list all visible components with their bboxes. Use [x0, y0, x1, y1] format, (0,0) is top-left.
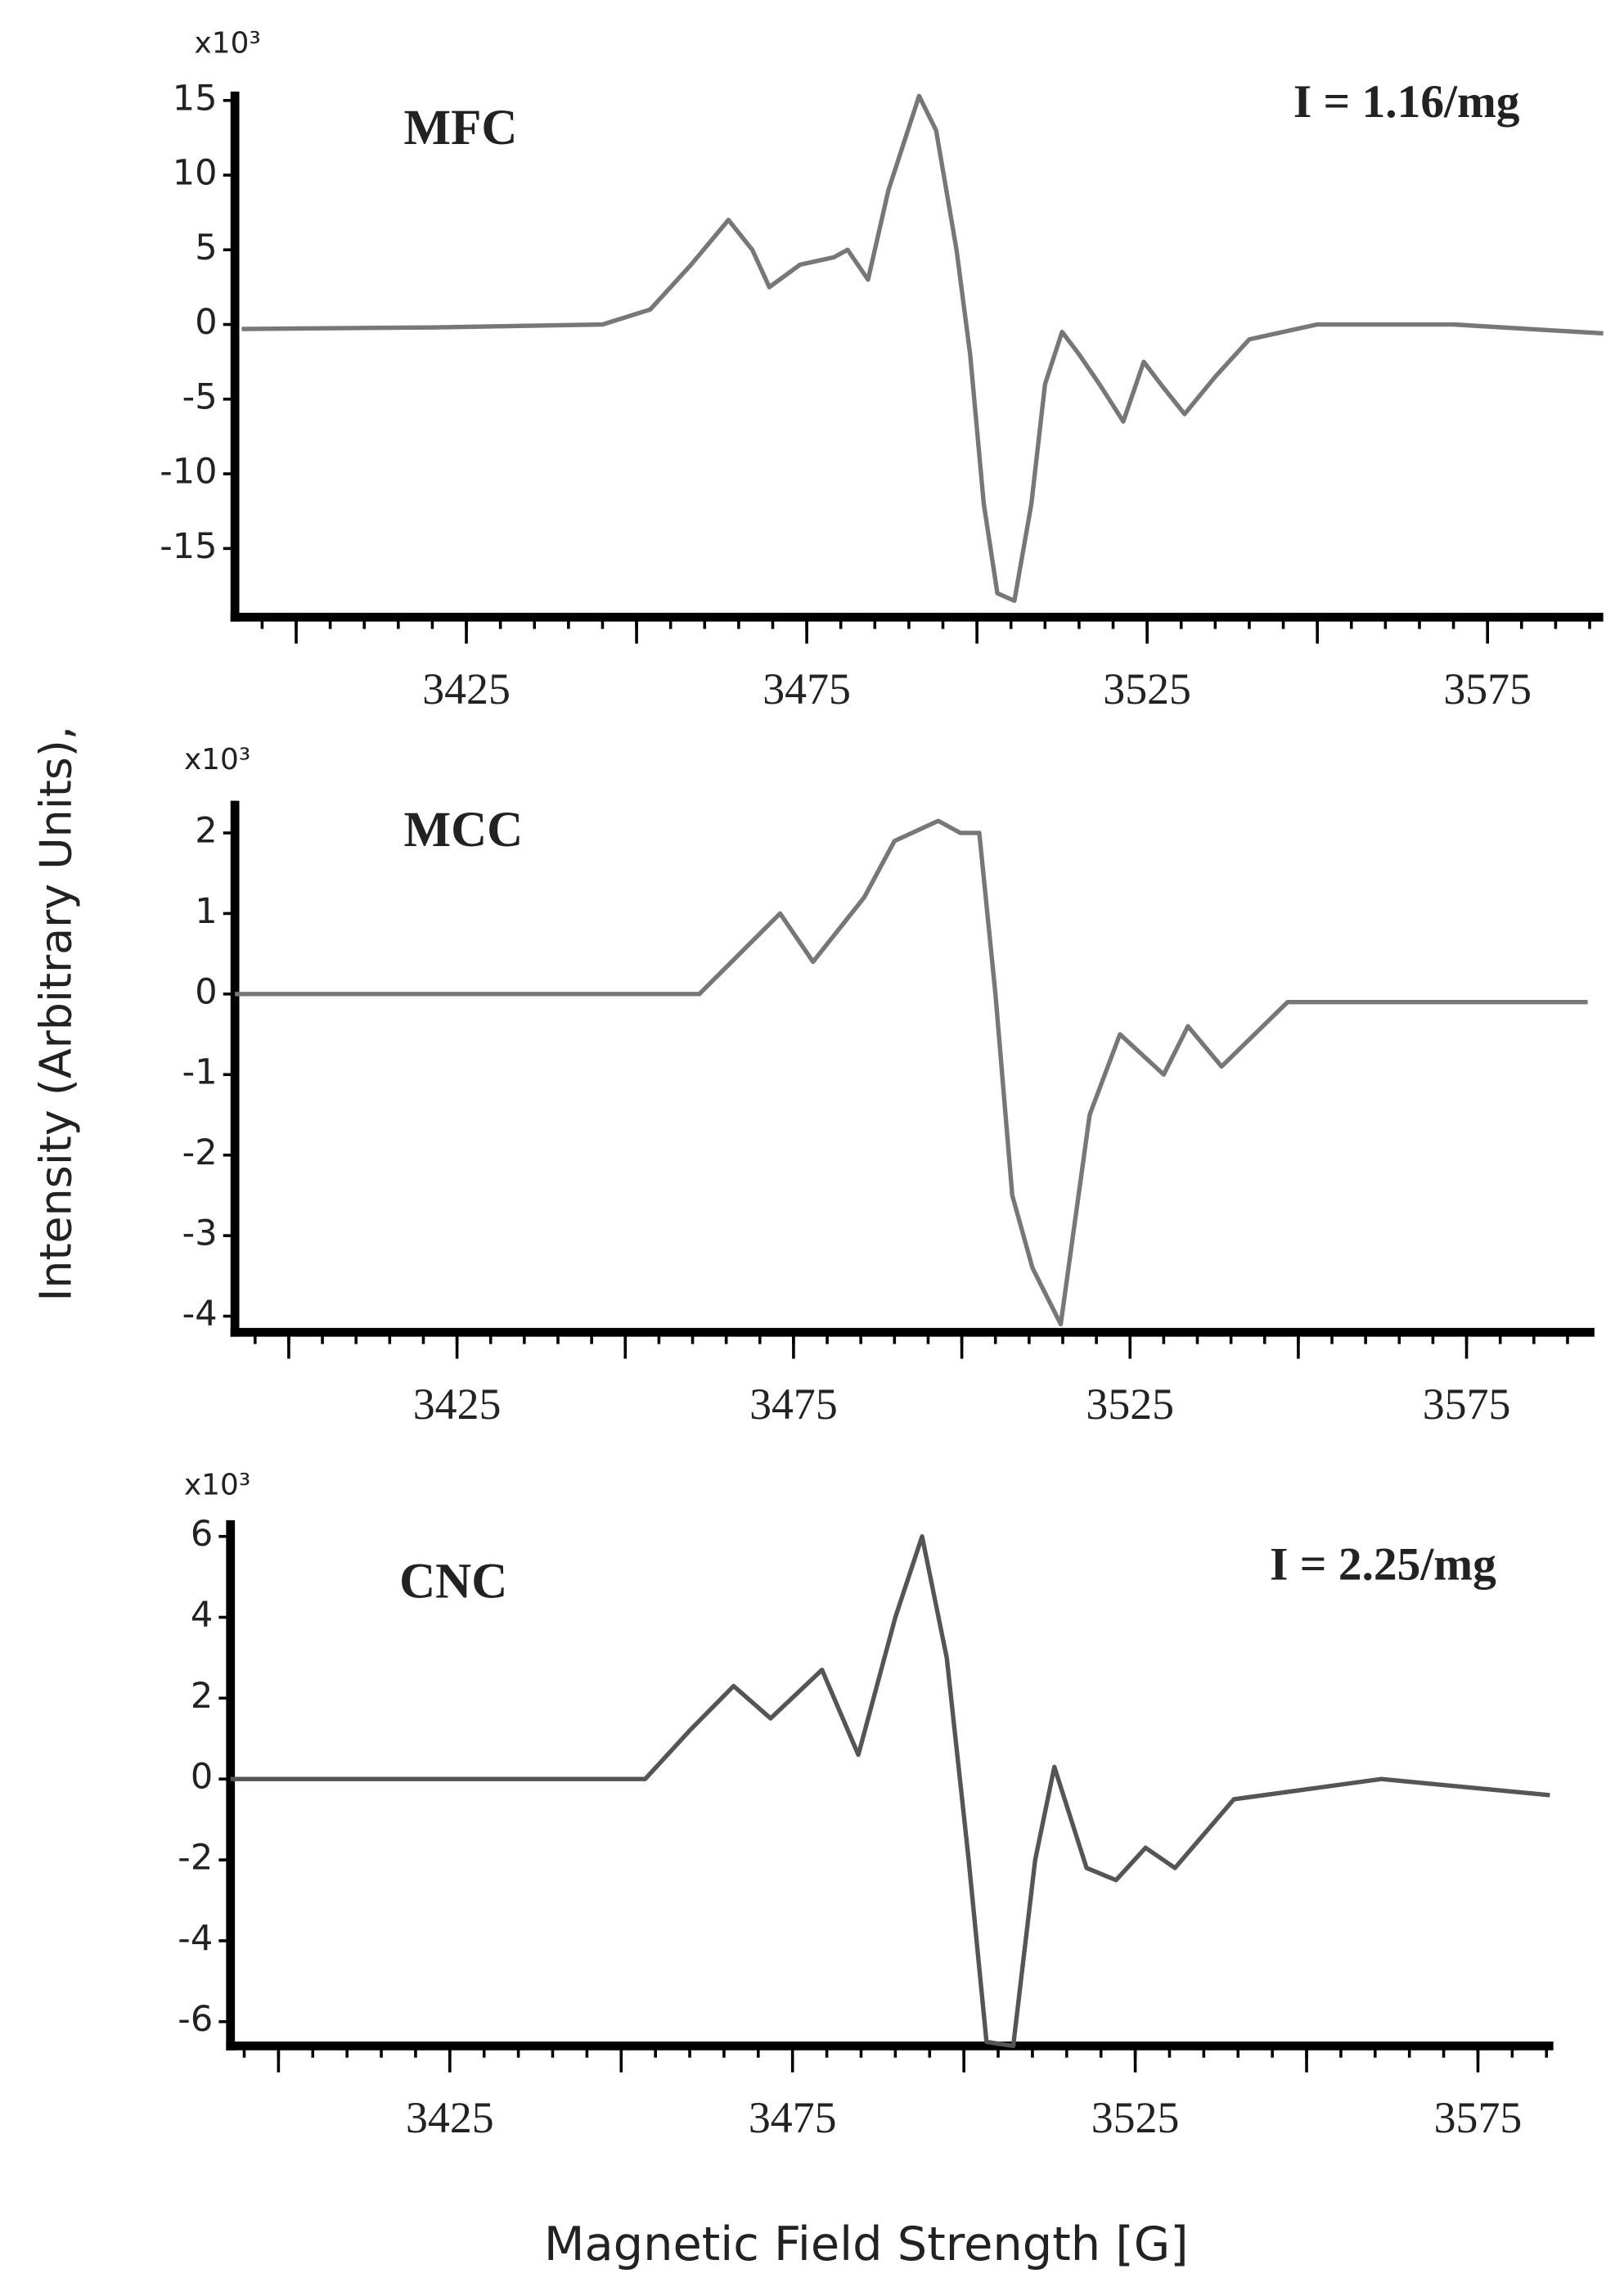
x-tick-label: 3475 — [749, 1380, 838, 1429]
y-tick-label: -4 — [182, 1294, 218, 1335]
y-tick-label: -3 — [182, 1213, 218, 1254]
y-tick-label: -6 — [178, 1999, 213, 2040]
x-tick-label: 3525 — [1086, 1380, 1174, 1429]
y-tick-label: -2 — [178, 1838, 213, 1879]
x-tick-label: 3425 — [422, 664, 511, 714]
y-tick-label: 0 — [191, 1757, 213, 1798]
y-tick-label: 2 — [191, 1676, 213, 1717]
x-tick-label: 3575 — [1443, 664, 1532, 714]
spectrum-line — [235, 818, 1588, 1327]
x-tick-label: 3575 — [1423, 1380, 1511, 1429]
x-tick-label: 3475 — [749, 2093, 837, 2142]
x-tick-label: 3475 — [763, 664, 851, 714]
y-multiplier: x10³ — [184, 1469, 250, 1502]
x-tick-label: 3425 — [413, 1380, 502, 1429]
y-tick-label: -5 — [182, 376, 218, 417]
y-tick-label: -4 — [178, 1918, 213, 1959]
y-tick-label: 2 — [195, 810, 217, 851]
y-tick-label: 10 — [173, 153, 218, 194]
x-tick-label: 3575 — [1434, 2093, 1523, 2142]
y-axis-label: Intensity (Arbitrary Units), — [29, 726, 81, 1302]
y-tick-label: -1 — [182, 1052, 218, 1093]
y-tick-label: 0 — [195, 302, 217, 343]
annotation: I = 2.25/mg — [1270, 1538, 1496, 1590]
x-tick-label: 3525 — [1103, 664, 1191, 714]
x-tick-label: 3525 — [1091, 2093, 1180, 2142]
y-tick-label: -10 — [160, 452, 217, 493]
panel-title: MCC — [404, 803, 524, 858]
panel-title: CNC — [399, 1555, 507, 1609]
spectrum-line — [230, 1534, 1550, 2049]
panel-title: MFC — [404, 101, 518, 155]
annotation: I = 1.16/mg — [1293, 76, 1520, 128]
y-tick-label: 0 — [195, 971, 217, 1012]
x-axis-label: Magnetic Field Strength [G] — [544, 2217, 1189, 2271]
y-tick-label: -2 — [182, 1132, 218, 1173]
y-tick-label: -15 — [160, 526, 217, 567]
y-tick-label: 1 — [195, 891, 217, 932]
y-tick-label: 6 — [191, 1514, 213, 1555]
y-tick-label: 15 — [173, 78, 218, 119]
y-tick-label: 4 — [191, 1595, 213, 1636]
y-multiplier: x10³ — [195, 26, 261, 60]
y-tick-label: 5 — [195, 227, 217, 268]
x-tick-label: 3425 — [406, 2093, 494, 2142]
y-multiplier: x10³ — [184, 743, 250, 777]
spectrum-line — [241, 93, 1604, 603]
